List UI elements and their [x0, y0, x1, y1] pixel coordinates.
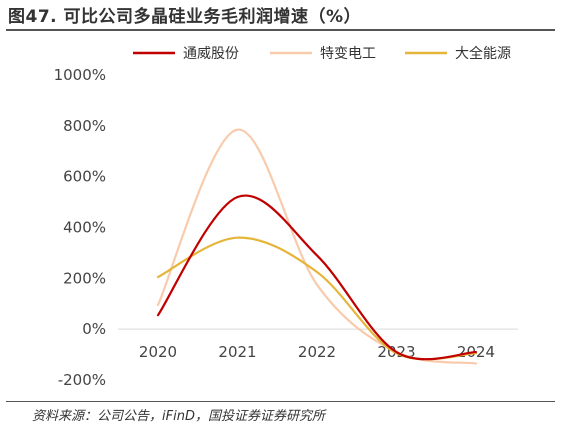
x-tick-label: 2022 [298, 343, 336, 361]
y-tick-label: 400% [63, 219, 106, 237]
series-lines [156, 128, 478, 365]
y-tick-label: 0% [82, 320, 106, 338]
legend: 通威股份 特变电工 大全能源 [133, 45, 511, 62]
x-tick-label: 2021 [218, 343, 256, 361]
y-tick-label: 200% [63, 269, 106, 287]
top-rule [6, 29, 555, 31]
legend-label: 通威股份 [183, 46, 239, 62]
bottom-rule [6, 401, 555, 402]
y-tick-label: 600% [63, 168, 106, 186]
y-axis-ticks: -200% 0% 200% 400% 600% 800% 1000% [54, 66, 106, 389]
source-note: 资料来源：公司公告，iFinD，国投证券证券研究所 [32, 409, 325, 424]
y-tick-label: 1000% [54, 66, 106, 84]
series-line-2 [156, 128, 478, 365]
series-line-1 [156, 194, 478, 361]
legend-label: 特变电工 [320, 46, 376, 62]
y-tick-label: -200% [58, 371, 106, 389]
y-tick-label: 800% [63, 117, 106, 135]
legend-label: 大全能源 [455, 45, 511, 62]
line-chart: 通威股份 特变电工 大全能源 -200% 0% 200% 400% 600% 800% 1000… [54, 45, 518, 389]
x-tick-label: 2020 [139, 343, 177, 361]
figure-title: 图47. 可比公司多晶硅业务毛利润增速（%） [8, 7, 362, 27]
